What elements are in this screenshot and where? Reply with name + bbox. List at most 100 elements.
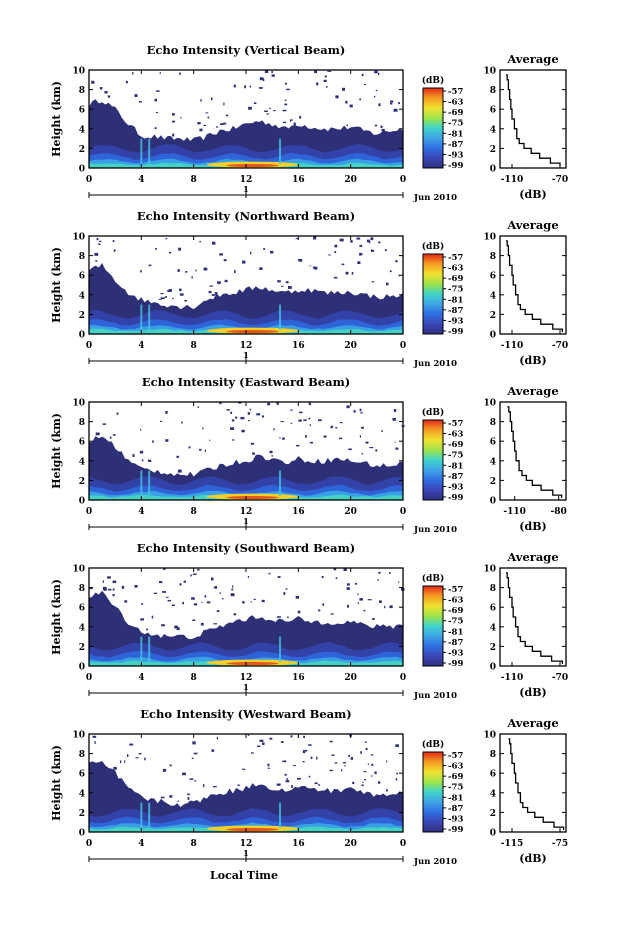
colorbar-tick-label: -75 <box>448 783 463 793</box>
echo-speckle <box>261 742 265 745</box>
echo-speckle <box>384 249 387 252</box>
x-tick-label: 0 <box>400 507 406 517</box>
echo-speckle <box>141 459 144 462</box>
echo-speckle <box>271 74 275 77</box>
echo-speckle <box>159 581 163 584</box>
echo-speckle <box>370 775 373 777</box>
echo-speckle <box>375 89 378 92</box>
echo-speckle <box>224 279 228 283</box>
echo-speckle <box>368 240 371 244</box>
colorbar-tick-label: -93 <box>448 482 463 492</box>
echo-speckle <box>242 260 246 264</box>
colorbar-tick-label: -57 <box>448 253 463 263</box>
colorbar-tick-label: -93 <box>448 814 463 824</box>
echo-speckle <box>364 84 366 86</box>
echo-speckle <box>96 237 99 241</box>
date-label: Jun 2010 <box>413 525 457 535</box>
echo-speckle <box>331 754 335 756</box>
echo-speckle <box>258 87 263 89</box>
avg-y-tick-label: 4 <box>490 457 496 467</box>
x-tick-label: 20 <box>344 507 357 517</box>
echo-speckle <box>359 598 363 601</box>
echo-speckle <box>339 437 343 440</box>
echo-speckle <box>139 101 142 103</box>
echo-streak <box>140 802 143 829</box>
echo-speckle <box>253 102 257 104</box>
echo-speckle <box>159 72 161 74</box>
x-tick-label: 12 <box>240 175 253 185</box>
echo-speckle <box>285 780 290 783</box>
colorbar-tick-label: -93 <box>448 648 463 658</box>
echo-speckle <box>282 437 285 440</box>
echo-speckle <box>329 769 333 772</box>
y-tick-label: 10 <box>72 399 85 409</box>
colorbar-tick-label: -81 <box>448 461 463 471</box>
panel-title: Echo Intensity (Northward Beam) <box>137 209 355 223</box>
echo-speckle <box>343 762 346 764</box>
echo-speckle <box>220 123 224 125</box>
x-tick-label: 0 <box>86 507 92 517</box>
average-title: Average <box>506 550 558 564</box>
echo-speckle <box>313 236 317 240</box>
echo-speckle <box>177 800 179 802</box>
echo-speckle <box>367 599 372 601</box>
echo-speckle <box>282 109 287 112</box>
echo-speckle <box>250 442 255 445</box>
y-tick-label: 0 <box>79 331 85 341</box>
echo-speckle <box>237 784 240 786</box>
echo-streak <box>279 304 282 331</box>
echo-speckle <box>344 765 346 767</box>
echo-speckle <box>277 280 281 283</box>
echo-streak <box>140 138 143 165</box>
x-tick-label: 0 <box>86 341 92 351</box>
echo-speckle <box>328 254 331 256</box>
colorbar-tick-label: -87 <box>448 638 463 648</box>
echo-speckle <box>187 797 190 800</box>
echo-speckle <box>297 777 301 780</box>
echo-speckle <box>199 240 201 243</box>
echo-speckle <box>139 450 144 454</box>
echo-speckle <box>357 602 359 604</box>
echo-speckle <box>269 737 273 740</box>
echo-speckle <box>276 402 279 405</box>
echo-speckle <box>113 249 116 252</box>
colorbar-tick-label: -87 <box>448 306 463 316</box>
echo-speckle <box>152 440 154 443</box>
echo-speckle <box>314 70 318 74</box>
echo-speckle <box>309 265 311 267</box>
colorbar <box>422 419 444 501</box>
echo-speckle <box>308 775 311 778</box>
avg-y-tick-label: 8 <box>490 750 496 760</box>
echo-speckle <box>242 768 246 770</box>
colorbar-tick-label: -81 <box>448 295 463 305</box>
avg-y-tick-label: 4 <box>490 125 496 135</box>
echo-speckle <box>164 296 167 298</box>
echo-speckle <box>211 294 215 296</box>
echo-speckle <box>333 568 337 571</box>
echo-speckle <box>359 435 361 438</box>
y-tick-label: 8 <box>79 584 85 594</box>
avg-x-tick-label: -110 <box>503 507 526 517</box>
echo-speckle <box>273 428 275 431</box>
echo-speckle <box>154 98 157 102</box>
echo-speckle <box>298 259 303 262</box>
echo-speckle <box>351 271 354 275</box>
avg-y-tick-label: 10 <box>483 399 496 409</box>
echo-speckle <box>273 110 276 112</box>
echo-speckle <box>375 449 378 452</box>
colorbar-tick-label: -57 <box>448 87 463 97</box>
echo-speckle <box>140 270 142 273</box>
x-tick-label: 12 <box>240 507 253 517</box>
echo-speckle <box>298 419 302 422</box>
avg-x-axis-label: (dB) <box>519 686 546 699</box>
echo-speckle <box>380 125 383 128</box>
echo-speckle <box>180 117 182 119</box>
echo-speckle <box>155 248 157 250</box>
echo-speckle <box>223 102 225 106</box>
echo-speckle <box>305 435 307 438</box>
echo-speckle <box>160 420 163 422</box>
echo-speckle <box>335 577 338 579</box>
x-tick-label: 8 <box>191 673 197 683</box>
echo-speckle <box>395 447 399 450</box>
